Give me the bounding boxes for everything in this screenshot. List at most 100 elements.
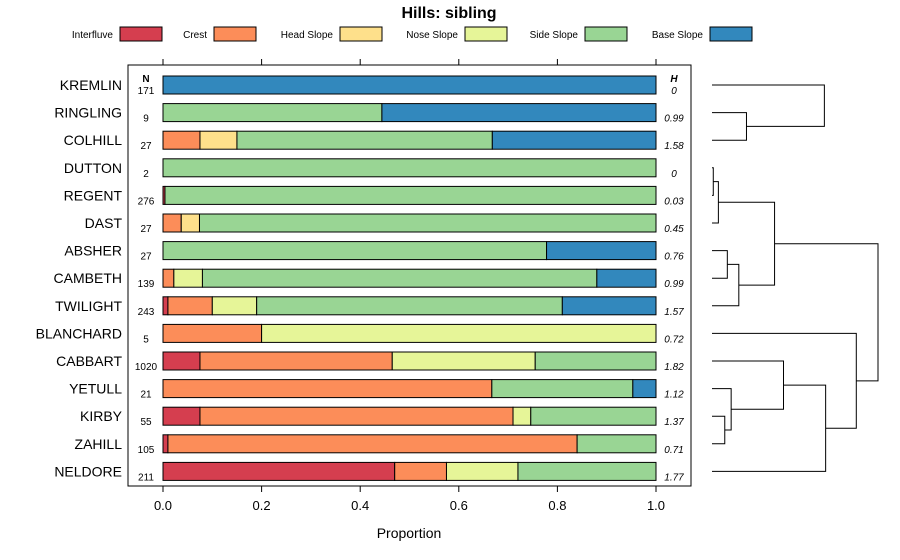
legend-label-nose-slope: Nose Slope — [406, 30, 458, 41]
dendrogram-link-5 — [712, 263, 740, 307]
bar-row-cambeth — [162, 268, 657, 288]
bar-segment-dast-side-slope — [198, 213, 657, 233]
h-value-dast: 0.45 — [664, 224, 684, 235]
x-axis: 0.0 0.2 0.4 0.6 0.8 1.0 — [154, 59, 665, 513]
bar-row-twilight — [162, 296, 657, 316]
bar-row-dast — [162, 213, 657, 233]
bar-segment-kirby-nose-slope — [512, 406, 532, 426]
x-tick-label-1-0: 1.0 — [647, 498, 665, 513]
n-column-header: N — [142, 74, 149, 85]
bar-row-kremlin — [162, 75, 657, 95]
row-labels: KREMLIN 171 0 RINGLING 9 0.99 COLHILL 27 1.58 DUT… — [36, 77, 685, 483]
bar-segment-kirby-side-slope — [530, 406, 657, 426]
bar-row-regent — [162, 185, 657, 205]
row-label-kremlin: KREMLIN — [60, 77, 122, 93]
bar-segment-cabbart-interfluve — [162, 351, 201, 371]
x-tick-label-0-2: 0.2 — [253, 498, 271, 513]
h-value-kirby: 1.37 — [664, 417, 684, 428]
bar-segment-dutton-side-slope — [162, 158, 657, 178]
bar-segment-colhill-crest — [162, 130, 201, 150]
bar-segment-zahill-interfluve — [162, 434, 169, 454]
n-value-dast: 27 — [140, 224, 152, 235]
x-tick-label-0-0: 0.0 — [154, 498, 172, 513]
row-label-yetull: YETULL — [69, 381, 122, 397]
bar-row-absher — [162, 241, 657, 261]
legend-label-interfluve: Interfluve — [72, 30, 114, 41]
n-value-regent: 276 — [138, 196, 155, 207]
row-label-cabbart: CABBART — [56, 353, 122, 369]
bar-segment-kirby-crest — [199, 406, 514, 426]
row-label-dast: DAST — [85, 215, 123, 231]
n-value-yetull: 21 — [140, 390, 152, 401]
bar-segment-yetull-crest — [162, 379, 493, 399]
dendrogram-link-7 — [712, 112, 747, 141]
bar-segment-yetull-base-slope — [632, 379, 657, 399]
row-label-dutton: DUTTON — [64, 160, 122, 176]
row-label-ringling: RINGLING — [54, 105, 122, 121]
bar-segment-cabbart-nose-slope — [391, 351, 536, 371]
bar-segment-zahill-side-slope — [576, 434, 657, 454]
legend-label-base-slope: Base Slope — [652, 30, 704, 41]
row-label-colhill: COLHILL — [64, 132, 123, 148]
bar-segment-regent-side-slope — [164, 185, 657, 205]
bar-segment-cambeth-base-slope — [596, 268, 657, 288]
h-value-colhill: 1.58 — [664, 141, 684, 152]
bar-segment-cambeth-side-slope — [201, 268, 598, 288]
bar-segment-colhill-base-slope — [491, 130, 657, 150]
h-value-yetull: 1.12 — [664, 390, 684, 401]
row-label-kirby: KIRBY — [80, 408, 123, 424]
bar-segment-neldore-side-slope — [517, 461, 657, 481]
dendrogram-link-12 — [712, 332, 857, 429]
x-axis-title: Proportion — [377, 525, 442, 541]
x-tick-label-0-6: 0.6 — [450, 498, 468, 513]
n-value-ringling: 9 — [143, 114, 149, 125]
dendrogram-link-6 — [712, 388, 732, 431]
h-value-cambeth: 0.99 — [664, 279, 684, 290]
h-value-ringling: 0.99 — [664, 114, 684, 125]
dendrogram-link-9 — [718, 201, 776, 286]
h-value-zahill: 0.71 — [664, 445, 683, 456]
bar-row-zahill — [162, 434, 657, 454]
h-value-regent: 0.03 — [664, 196, 684, 207]
dendrogram-link-8 — [712, 360, 785, 410]
row-label-neldore: NELDORE — [54, 463, 122, 479]
bar-segment-twilight-side-slope — [256, 296, 563, 316]
bar-segment-ringling-base-slope — [381, 103, 657, 123]
h-value-dutton: 0 — [671, 169, 677, 180]
bar-segment-cambeth-nose-slope — [173, 268, 203, 288]
dendrogram-link-1 — [712, 167, 714, 196]
row-label-absher: ABSHER — [64, 243, 122, 259]
dendrogram-link-4 — [712, 250, 728, 279]
legend-label-head-slope: Head Slope — [281, 30, 334, 41]
legend-swatch-base-slope — [709, 26, 753, 42]
n-value-kremlin: 171 — [138, 86, 155, 97]
bar-segment-yetull-side-slope — [491, 379, 634, 399]
bar-row-dutton — [162, 158, 657, 178]
legend-swatch-head-slope — [339, 26, 383, 42]
x-tick-label-0-8: 0.8 — [548, 498, 566, 513]
n-value-absher: 27 — [140, 252, 152, 263]
bar-segment-dast-head-slope — [180, 213, 200, 233]
bar-segment-cambeth-crest — [162, 268, 175, 288]
n-value-zahill: 105 — [138, 445, 155, 456]
row-label-regent: REGENT — [64, 187, 123, 203]
legend-swatch-crest — [213, 26, 257, 42]
bar-segment-colhill-side-slope — [236, 130, 493, 150]
h-value-kremlin: 0 — [671, 86, 677, 97]
legend-swatch-nose-slope — [464, 26, 508, 42]
row-label-blanchard: BLANCHARD — [36, 325, 122, 341]
bar-segment-neldore-interfluve — [162, 461, 396, 481]
legend-label-crest: Crest — [183, 30, 207, 41]
dendrogram-link-13 — [774, 243, 879, 382]
h-value-absher: 0.76 — [664, 252, 684, 263]
n-value-neldore: 211 — [138, 472, 154, 483]
bars — [162, 75, 657, 481]
n-value-dutton: 2 — [143, 169, 149, 180]
h-value-cabbart: 1.82 — [664, 362, 684, 373]
bar-row-ringling — [162, 103, 657, 123]
bar-segment-dast-crest — [162, 213, 182, 233]
n-value-blanchard: 5 — [143, 334, 149, 345]
bar-segment-cabbart-crest — [199, 351, 393, 371]
bar-segment-absher-base-slope — [546, 241, 657, 261]
